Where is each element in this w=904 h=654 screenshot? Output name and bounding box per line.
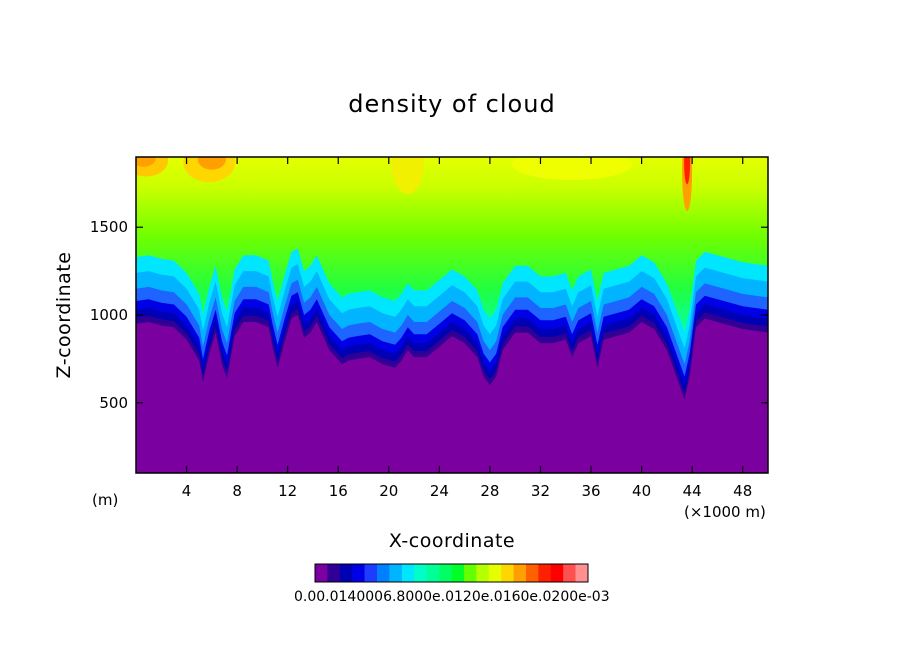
x-tick-label: 4 bbox=[182, 482, 192, 500]
x-tick-label: 48 bbox=[733, 482, 752, 500]
x-tick-label: 40 bbox=[632, 482, 651, 500]
y-tick-label: 1000 bbox=[90, 306, 128, 324]
colorbar-swatch bbox=[327, 564, 341, 582]
hotspot-1 bbox=[136, 157, 156, 167]
x-tick-label: 8 bbox=[232, 482, 242, 500]
y-tick-label: 1500 bbox=[90, 218, 128, 236]
x-tick-label: 32 bbox=[531, 482, 550, 500]
colorbar-swatch bbox=[538, 564, 552, 582]
colorbar-swatch bbox=[401, 564, 415, 582]
hotspot-7 bbox=[684, 157, 691, 185]
hotspot-4 bbox=[391, 157, 424, 195]
colorbar-frame bbox=[314, 563, 589, 583]
x-tick-label: 28 bbox=[480, 482, 499, 500]
x-tick-label: 12 bbox=[278, 482, 297, 500]
hotspot-5 bbox=[512, 157, 633, 181]
colorbar-swatch bbox=[501, 564, 514, 582]
colorbar-swatch bbox=[563, 564, 576, 582]
colorbar-swatch bbox=[550, 564, 564, 582]
colorbar-swatch bbox=[488, 564, 502, 582]
zero-density-region bbox=[136, 315, 768, 473]
x-unit-label: (×1000 m) bbox=[684, 503, 766, 521]
x-tick-label: 36 bbox=[581, 482, 600, 500]
x-axis-label: X-coordinate bbox=[389, 530, 515, 552]
colorbar-swatch bbox=[439, 564, 452, 582]
colorbar-swatch bbox=[513, 564, 527, 582]
x-tick-label: 44 bbox=[683, 482, 702, 500]
colorbar-swatch bbox=[364, 564, 378, 582]
colorbar-swatch bbox=[525, 564, 539, 582]
colorbar-swatch bbox=[352, 564, 365, 582]
x-tick-label: 20 bbox=[379, 482, 398, 500]
colorbar-swatch bbox=[377, 564, 390, 582]
hotspot-layer bbox=[136, 157, 693, 212]
colorbar-labels: 0.00.0140006.8000e.0120e.0160e.0200e-03 bbox=[294, 589, 610, 605]
colorbar-swatch bbox=[414, 564, 427, 582]
colorbar-swatch bbox=[476, 564, 490, 582]
y-axis-label: Z-coordinate bbox=[53, 252, 75, 379]
y-unit-label: (m) bbox=[92, 491, 118, 509]
colorbar-swatch bbox=[575, 564, 589, 582]
colorbar-swatch bbox=[339, 564, 353, 582]
y-axis: 500 1000 1500 bbox=[90, 218, 768, 412]
plot-area bbox=[136, 157, 768, 473]
colorbar-swatch bbox=[426, 564, 440, 582]
x-tick-label: 24 bbox=[430, 482, 449, 500]
x-axis: 4 8 12 16 20 24 28 32 36 40 44 48 bbox=[182, 157, 752, 500]
contour-bands bbox=[136, 248, 768, 473]
colorbar-swatch bbox=[389, 564, 403, 582]
y-tick-label: 500 bbox=[99, 394, 128, 412]
colorbar-swatch bbox=[315, 564, 328, 582]
colorbar-swatch bbox=[463, 564, 477, 582]
colorbar bbox=[314, 563, 589, 583]
hotspot-3 bbox=[197, 157, 226, 170]
chart-title: density of cloud bbox=[348, 90, 555, 118]
colorbar-swatch bbox=[451, 564, 465, 582]
x-tick-label: 16 bbox=[329, 482, 348, 500]
